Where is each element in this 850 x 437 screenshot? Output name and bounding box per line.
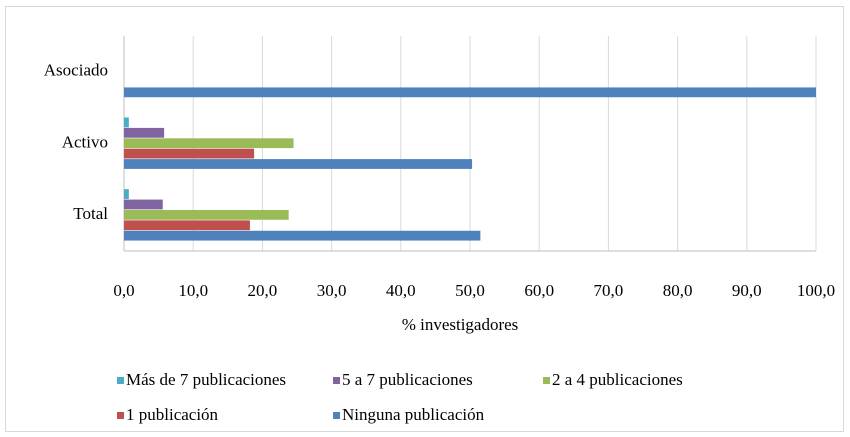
x-tick-label: 90,0: [732, 281, 762, 300]
x-tick-label: 100,0: [797, 281, 835, 300]
x-tick-label: 40,0: [386, 281, 416, 300]
x-tick-label: 30,0: [317, 281, 347, 300]
bar: [124, 199, 163, 210]
x-tick-label: 50,0: [455, 281, 485, 300]
bar: [124, 159, 473, 169]
x-tick-label: 0,0: [113, 281, 134, 300]
legend-label: 2 a 4 publicaciones: [552, 370, 683, 389]
x-tick-label: 10,0: [178, 281, 208, 300]
y-tick-label: Total: [73, 204, 108, 223]
bar: [124, 148, 255, 159]
legend-label: 5 a 7 publicaciones: [342, 370, 473, 389]
legend-label: Ninguna publicación: [342, 405, 485, 424]
bar: [124, 230, 481, 241]
bar: [124, 117, 129, 128]
legend-label: Más de 7 publicaciones: [126, 370, 286, 389]
legend-swatch: [543, 377, 550, 384]
y-tick-label: Activo: [62, 132, 108, 151]
x-axis-label: % investigadores: [402, 315, 519, 334]
x-tick-label: 80,0: [663, 281, 693, 300]
bar: [124, 220, 250, 231]
legend-swatch: [333, 377, 340, 384]
y-tick-label: Asociado: [44, 61, 108, 80]
legend-swatch: [117, 412, 124, 419]
bar: [124, 138, 294, 149]
x-tick-label: 60,0: [524, 281, 554, 300]
bar: [124, 209, 289, 220]
x-tick-label: 70,0: [594, 281, 624, 300]
bar: [124, 189, 129, 199]
legend-label: 1 publicación: [126, 405, 219, 424]
bar: [124, 87, 816, 98]
legend-swatch: [333, 412, 340, 419]
legend-swatch: [117, 377, 124, 384]
bar: [124, 127, 165, 138]
x-tick-label: 20,0: [248, 281, 278, 300]
